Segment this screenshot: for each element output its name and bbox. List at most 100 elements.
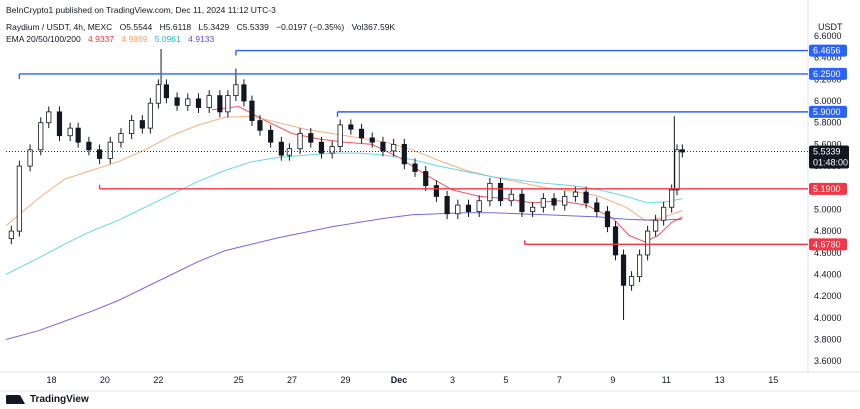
candle-body bbox=[163, 84, 169, 99]
y-tick-label-8: 5.0000 bbox=[814, 204, 842, 214]
candle-body bbox=[46, 111, 52, 124]
candle-body bbox=[583, 191, 589, 204]
x-tick-label-8: 5 bbox=[503, 375, 508, 385]
ohlc-change: −0.0197 (−0.35%) bbox=[276, 22, 345, 32]
resistance-level-label-0: 6.4656 bbox=[813, 46, 841, 56]
x-tick-label-10: 9 bbox=[610, 375, 615, 385]
candle-body bbox=[572, 191, 579, 197]
y-tick-label-1: 6.4000 bbox=[814, 53, 842, 63]
currency-label: USDT bbox=[818, 22, 843, 32]
candle-body bbox=[604, 211, 611, 228]
countdown-label: 01:48:00 bbox=[813, 158, 848, 168]
candle-body bbox=[645, 230, 651, 256]
ohlc-low: L5.3429 bbox=[198, 22, 230, 32]
candle-body bbox=[139, 120, 145, 129]
candle-body bbox=[38, 122, 44, 151]
candle-body bbox=[594, 202, 600, 212]
candle-body bbox=[129, 120, 135, 134]
candle-body bbox=[107, 141, 113, 159]
ema-legend: EMA 20/50/100/200 4.9337 4.9869 5.0961 4… bbox=[6, 34, 214, 44]
support-level-label-4: 4.6780 bbox=[813, 239, 841, 249]
candle-body bbox=[369, 137, 375, 143]
symbol-legend: Raydium / USDT, 4h, MEXC O5.5544 H5.6118… bbox=[6, 22, 395, 32]
candle-body bbox=[444, 196, 450, 215]
y-tick-label-12: 4.2000 bbox=[814, 291, 842, 301]
candle-body bbox=[86, 141, 92, 151]
candle-body bbox=[206, 95, 212, 108]
candle-body bbox=[195, 98, 202, 108]
candle-body bbox=[620, 254, 627, 286]
resistance-level-tag-0 bbox=[809, 44, 847, 57]
y-tick-label-0: 6.6000 bbox=[814, 31, 842, 41]
candle-body bbox=[217, 95, 223, 113]
symbol-name[interactable]: Raydium / USDT, 4h, MEXC bbox=[6, 22, 113, 32]
x-tick-label-2: 22 bbox=[153, 375, 163, 385]
candle-body bbox=[174, 97, 180, 106]
last-price-tag bbox=[809, 145, 849, 169]
candle-body bbox=[380, 141, 386, 152]
volume: Vol367.59K bbox=[351, 22, 396, 32]
candle-body bbox=[487, 183, 493, 202]
support-level-tag-3 bbox=[809, 182, 847, 195]
candle-body bbox=[628, 276, 635, 286]
candle-body bbox=[476, 200, 482, 212]
y-tick-label-14: 3.8000 bbox=[814, 334, 842, 344]
candle-body bbox=[455, 204, 461, 215]
candle-body bbox=[185, 98, 191, 106]
candle-body bbox=[612, 226, 619, 256]
support-level-label-3: 5.1900 bbox=[813, 184, 841, 194]
x-tick-label-5: 29 bbox=[341, 375, 351, 385]
candle-body bbox=[530, 206, 536, 212]
candle-body bbox=[661, 206, 667, 221]
ema-label[interactable]: EMA 20/50/100/200 bbox=[6, 34, 81, 44]
ema200-line bbox=[5, 212, 683, 340]
candle-body bbox=[225, 95, 231, 113]
candle-body bbox=[653, 219, 659, 232]
candle-body bbox=[27, 149, 33, 167]
last-price-label: 5.5339 bbox=[813, 147, 841, 157]
candle-body bbox=[67, 127, 73, 137]
x-tick-label-12: 13 bbox=[715, 375, 725, 385]
candle-body bbox=[56, 111, 63, 137]
candle-body bbox=[155, 84, 161, 104]
resistance-level-tag-1 bbox=[809, 67, 847, 80]
candle-body bbox=[551, 198, 557, 206]
y-tick-label-5: 5.6000 bbox=[814, 139, 842, 149]
candle-body bbox=[465, 204, 472, 212]
x-tick-label-13: 15 bbox=[768, 375, 778, 385]
ohlc-open: O5.5544 bbox=[119, 22, 153, 32]
candle-body bbox=[329, 146, 335, 154]
candle-body bbox=[147, 102, 153, 129]
tradingview-logo-icon bbox=[6, 395, 25, 404]
candle-body bbox=[674, 149, 680, 191]
x-tick-label-0: 18 bbox=[46, 375, 56, 385]
candle-body bbox=[268, 129, 274, 143]
candle-body bbox=[249, 100, 255, 121]
candle-body bbox=[358, 128, 365, 139]
x-tick-label-6: Dec bbox=[391, 375, 408, 385]
y-tick-label-13: 4.0000 bbox=[814, 313, 842, 323]
y-tick-label-11: 4.4000 bbox=[814, 269, 842, 279]
ohlc-high: H5.6118 bbox=[159, 22, 192, 32]
candle-body bbox=[348, 124, 354, 130]
candle-body bbox=[497, 183, 504, 202]
candle-body bbox=[508, 193, 514, 202]
candle-body bbox=[257, 120, 263, 131]
y-tick-label-3: 6.0000 bbox=[814, 96, 842, 106]
candle-body bbox=[562, 196, 568, 206]
candle-body bbox=[391, 143, 397, 152]
resistance-level-label-2: 5.9000 bbox=[813, 107, 841, 117]
x-tick-label-9: 7 bbox=[557, 375, 562, 385]
ema20-value: 4.9337 bbox=[88, 34, 115, 44]
candle-body bbox=[433, 185, 440, 197]
ohlc-close: C5.5339 bbox=[236, 22, 269, 32]
candle-body bbox=[401, 143, 407, 165]
y-tick-label-15: 3.6000 bbox=[814, 356, 842, 366]
candle-body bbox=[286, 148, 292, 156]
candle-body bbox=[669, 189, 675, 208]
candle-body bbox=[118, 133, 124, 143]
y-tick-label-10: 4.6000 bbox=[814, 248, 842, 258]
x-tick-label-7: 3 bbox=[450, 375, 455, 385]
resistance-level-label-1: 6.2500 bbox=[813, 69, 841, 79]
